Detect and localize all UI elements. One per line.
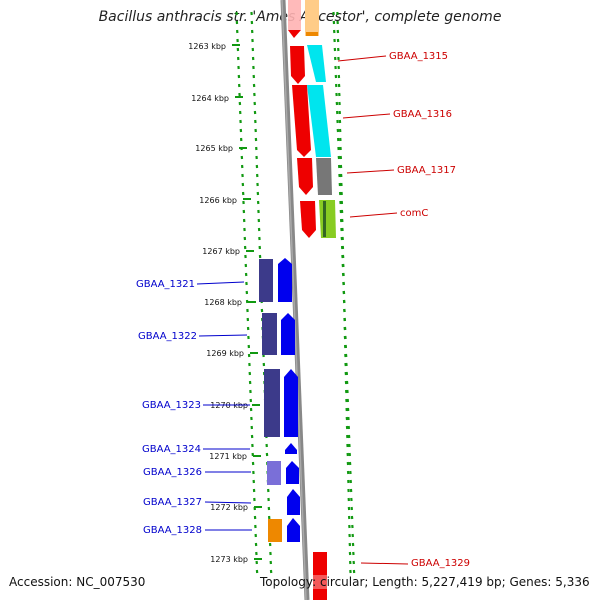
label-gbaa-1327[interactable]: GBAA_1327 bbox=[143, 497, 202, 508]
label-comc[interactable]: comC bbox=[400, 208, 428, 219]
feature-gbaa-1316-cyan[interactable] bbox=[307, 85, 331, 157]
feature-comc[interactable] bbox=[300, 201, 316, 238]
genome-summary-text: Topology: circular; Length: 5,227,419 bp… bbox=[260, 575, 590, 589]
feature-gbaa-1322-navy[interactable] bbox=[262, 313, 277, 355]
feature-faded-orange[interactable] bbox=[305, 0, 319, 36]
tick-1268: 1268 kbp bbox=[204, 298, 256, 307]
feature-gbaa-1316[interactable] bbox=[292, 85, 311, 157]
feature-arrow-tip bbox=[288, 30, 301, 38]
label-gbaa-1326[interactable]: GBAA_1326 bbox=[143, 467, 202, 478]
feature-gbaa-1327[interactable] bbox=[287, 489, 300, 515]
tick-1265: 1265 kbp bbox=[195, 144, 247, 153]
tick-label: 1271 kbp bbox=[209, 452, 247, 461]
reverse-strand bbox=[259, 258, 300, 542]
tick-1264: 1264 kbp bbox=[191, 94, 243, 103]
feature-orange-end bbox=[306, 32, 318, 36]
label-gbaa-1323[interactable]: GBAA_1323 bbox=[142, 400, 201, 411]
ruler-ticks: 1263 kbp 1264 kbp 1265 kbp 1266 kbp 1267… bbox=[188, 42, 262, 564]
tick-1273: 1273 kbp bbox=[210, 555, 262, 564]
tick-label: 1264 kbp bbox=[191, 94, 229, 103]
feature-gbaa-1329[interactable] bbox=[313, 552, 327, 600]
tick-1271: 1271 kbp bbox=[209, 452, 261, 461]
feature-gbaa-1329-highlight bbox=[313, 575, 327, 589]
label-gbaa-1317[interactable]: GBAA_1317 bbox=[397, 165, 456, 176]
feature-gbaa-1323-navy[interactable] bbox=[264, 369, 280, 437]
feature-gbaa-1315[interactable] bbox=[290, 46, 305, 84]
feature-gbaa-1326-lavender[interactable] bbox=[267, 461, 281, 485]
label-gbaa-1324[interactable]: GBAA_1324 bbox=[142, 444, 201, 455]
accession-text: Accession: NC_007530 bbox=[9, 575, 146, 589]
feature-gbaa-1323[interactable] bbox=[284, 369, 298, 437]
forward-strand bbox=[288, 0, 336, 600]
feature-comc-green[interactable] bbox=[319, 200, 336, 238]
feature-gbaa-1321-navy[interactable] bbox=[259, 259, 273, 302]
feature-gbaa-1321[interactable] bbox=[278, 258, 292, 302]
feature-gbaa-1315-cyan[interactable] bbox=[307, 45, 326, 82]
feature-comc-stripe bbox=[323, 201, 326, 237]
tick-1272: 1272 kbp bbox=[210, 503, 262, 512]
tick-label: 1266 kbp bbox=[199, 196, 237, 205]
tick-label: 1269 kbp bbox=[206, 349, 244, 358]
tick-label: 1272 kbp bbox=[210, 503, 248, 512]
feature-gbaa-1317-gray[interactable] bbox=[316, 158, 332, 195]
feature-gbaa-1326[interactable] bbox=[286, 461, 299, 484]
tick-1267: 1267 kbp bbox=[202, 247, 254, 256]
label-gbaa-1316[interactable]: GBAA_1316 bbox=[393, 109, 452, 120]
feature-faded-red[interactable] bbox=[288, 0, 301, 30]
label-gbaa-1329[interactable]: GBAA_1329 bbox=[411, 558, 470, 569]
label-gbaa-1328[interactable]: GBAA_1328 bbox=[143, 525, 202, 536]
backbone-line bbox=[280, 0, 310, 600]
label-gbaa-1315[interactable]: GBAA_1315 bbox=[389, 51, 448, 62]
label-leaders bbox=[196, 55, 409, 565]
tick-label: 1263 kbp bbox=[188, 42, 226, 51]
feature-gbaa-1317[interactable] bbox=[297, 158, 313, 195]
feature-gbaa-1328[interactable] bbox=[287, 518, 300, 542]
feature-gbaa-1328-orange[interactable] bbox=[268, 519, 282, 542]
label-gbaa-1322[interactable]: GBAA_1322 bbox=[138, 331, 197, 342]
tick-label: 1268 kbp bbox=[204, 298, 242, 307]
tick-label: 1273 kbp bbox=[210, 555, 248, 564]
tick-1263: 1263 kbp bbox=[188, 42, 240, 51]
tick-label: 1267 kbp bbox=[202, 247, 240, 256]
tick-label: 1265 kbp bbox=[195, 144, 233, 153]
feature-gbaa-1322[interactable] bbox=[281, 313, 295, 355]
tick-1269: 1269 kbp bbox=[206, 349, 258, 358]
tick-1266: 1266 kbp bbox=[199, 196, 251, 205]
feature-gbaa-1324[interactable] bbox=[285, 443, 297, 454]
backbone-highlight bbox=[281, 0, 307, 600]
label-gbaa-1321[interactable]: GBAA_1321 bbox=[136, 279, 195, 290]
